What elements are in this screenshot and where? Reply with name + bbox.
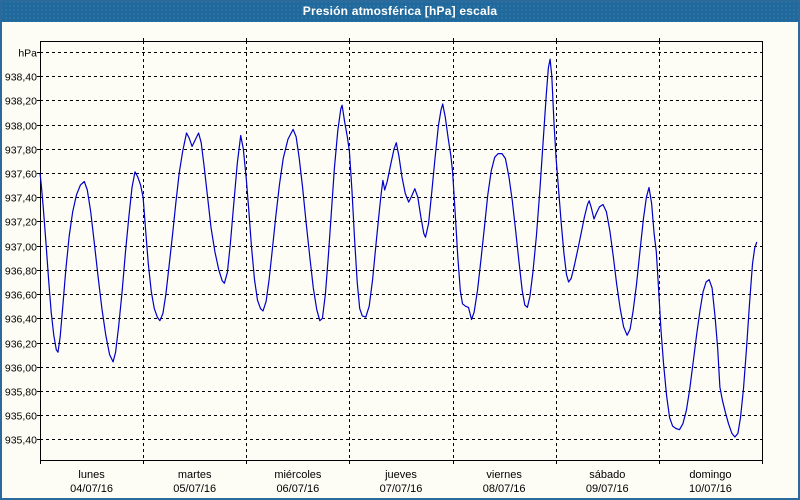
x-day-label: martes	[178, 469, 212, 481]
plot-border	[40, 41, 763, 461]
y-tick-label: 936,60	[5, 290, 37, 302]
y-tick-label: 935,40	[5, 435, 37, 447]
x-date-label: 07/07/16	[380, 483, 423, 495]
x-day-label: viernes	[486, 469, 522, 481]
x-day-label: lunes	[78, 469, 105, 481]
x-day-label: domingo	[689, 469, 731, 481]
y-tick-label: 936,00	[5, 363, 37, 375]
y-tick-label: 937,80	[5, 145, 37, 157]
y-tick-label: 937,00	[5, 242, 37, 254]
x-date-label: 10/07/16	[689, 483, 732, 495]
pressure-series-line	[39, 58, 758, 438]
x-date-label: 04/07/16	[70, 483, 113, 495]
y-tick-label: 936,20	[5, 339, 37, 351]
title-bar[interactable]: Presión atmosférica [hPa] escala	[2, 2, 798, 22]
y-tick-label: 936,80	[5, 266, 37, 278]
y-tick-label: 938,00	[5, 121, 37, 133]
x-day-label: miércoles	[274, 469, 322, 481]
pressure-chart: hPa 938,40 938,20 938,00 937,80 937,60 937,40 9…	[5, 38, 763, 495]
y-tick-label: 937,20	[5, 217, 37, 229]
y-tick-label: 935,80	[5, 387, 37, 399]
y-tick-label: 937,60	[5, 169, 37, 181]
y-tick-label: 937,40	[5, 193, 37, 205]
y-tick-label: 936,40	[5, 314, 37, 326]
x-day-label: sábado	[589, 469, 625, 481]
y-axis-unit-label: hPa	[18, 48, 37, 60]
x-date-label: 09/07/16	[586, 483, 629, 495]
window-title: Presión atmosférica [hPa] escala	[302, 4, 498, 18]
y-tick-label: 938,40	[5, 72, 37, 84]
x-date-label: 06/07/16	[276, 483, 319, 495]
y-tick-label: 938,20	[5, 96, 37, 108]
x-day-label: jueves	[384, 469, 417, 481]
y-tick-label: 935,60	[5, 411, 37, 423]
x-date-label: 05/07/16	[173, 483, 216, 495]
x-date-label: 08/07/16	[483, 483, 526, 495]
chart-content: hPa 938,40 938,20 938,00 937,80 937,60 937,40 9…	[2, 22, 798, 498]
